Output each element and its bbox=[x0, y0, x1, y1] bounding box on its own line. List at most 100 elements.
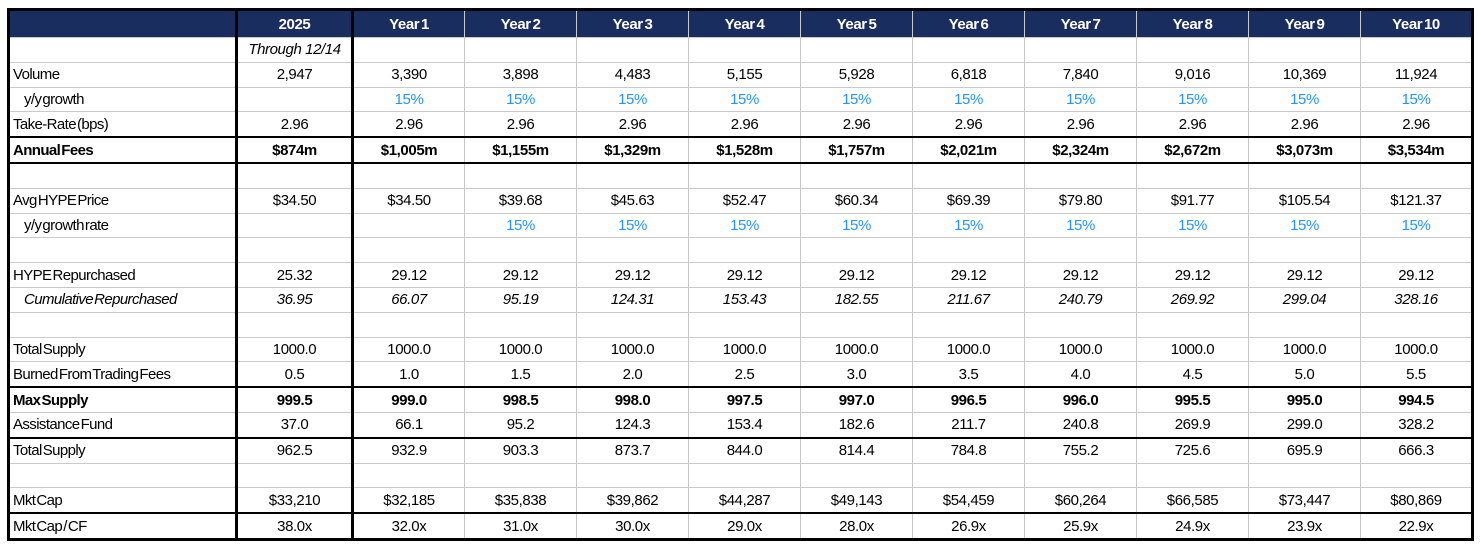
table-cell bbox=[800, 237, 913, 264]
table-cell: 15% bbox=[688, 86, 801, 113]
table-cell: 5,155 bbox=[688, 61, 801, 88]
table-cell: 1000.0 bbox=[1360, 336, 1473, 363]
row-label bbox=[8, 162, 237, 189]
table-cell: 240.8 bbox=[1024, 411, 1137, 439]
table-row: Volume 2,947 3,390 3,898 4,483 5,155 5,928 6,81… bbox=[8, 61, 1473, 88]
table-cell: $49,143 bbox=[800, 487, 913, 515]
table-cell: 15% bbox=[1136, 212, 1249, 239]
table-cell bbox=[1360, 237, 1473, 264]
table-cell: 755.2 bbox=[1024, 437, 1137, 464]
column-header: Year 9 bbox=[1248, 9, 1361, 38]
table-cell: 1000.0 bbox=[912, 336, 1025, 363]
table-cell: 25.32 bbox=[235, 262, 354, 288]
table-cell: 15% bbox=[1248, 212, 1361, 239]
table-cell: 182.55 bbox=[800, 286, 913, 313]
table-cell: 29.12 bbox=[1360, 262, 1473, 288]
column-header: Year 4 bbox=[688, 9, 801, 38]
table-cell bbox=[1024, 462, 1137, 489]
table-cell: $54,459 bbox=[912, 487, 1025, 515]
table-cell: 0.5 bbox=[235, 361, 354, 388]
table-cell: 5,928 bbox=[800, 61, 913, 88]
table-row: Total Supply 1000.0 1000.0 1000.0 1000.0 1000… bbox=[8, 336, 1473, 363]
table-row: Avg HYPE Price $34.50 $34.50 $39.68 $45.63 $5… bbox=[8, 187, 1473, 214]
row-label: HYPE Repurchased bbox=[8, 262, 237, 288]
table-cell: 1000.0 bbox=[800, 336, 913, 363]
table-cell: 10,369 bbox=[1248, 61, 1361, 88]
table-cell bbox=[1136, 37, 1249, 63]
table-cell: 844.0 bbox=[688, 437, 801, 464]
table-cell: 124.31 bbox=[576, 286, 689, 313]
row-label: Max Supply bbox=[8, 386, 237, 413]
table-cell: 66.07 bbox=[352, 286, 465, 313]
table-cell: 2.96 bbox=[1248, 111, 1361, 138]
table-row: HYPE Repurchased 25.32 29.12 29.12 29.12 29.1… bbox=[8, 262, 1473, 288]
table-cell: 1000.0 bbox=[1136, 336, 1249, 363]
table-cell bbox=[235, 462, 354, 489]
table-cell bbox=[688, 237, 801, 264]
table-cell: 15% bbox=[912, 86, 1025, 113]
row-label: Assistance Fund bbox=[8, 411, 237, 439]
table-cell: 2.96 bbox=[912, 111, 1025, 138]
table-cell: $105.54 bbox=[1248, 187, 1361, 214]
table-cell: 3,390 bbox=[352, 61, 465, 88]
table-cell: $35,838 bbox=[464, 487, 577, 515]
table-cell: 95.2 bbox=[464, 411, 577, 439]
row-label: Burned From Trading Fees bbox=[8, 361, 237, 388]
table-cell: 211.67 bbox=[912, 286, 1025, 313]
spacer-row bbox=[8, 462, 1473, 489]
table-row: Total Supply 962.5 932.9 903.3 873.7 844.0 814… bbox=[8, 437, 1473, 464]
table-cell: $79.80 bbox=[1024, 187, 1137, 214]
table-cell bbox=[1248, 37, 1361, 63]
row-label: Mkt Cap / CF bbox=[8, 512, 237, 540]
table-cell bbox=[464, 162, 577, 189]
table-cell bbox=[235, 237, 354, 264]
table-cell: 1000.0 bbox=[235, 336, 354, 363]
row-label bbox=[8, 462, 237, 489]
table-cell: 32.0x bbox=[352, 512, 465, 540]
table-cell: 15% bbox=[688, 212, 801, 239]
table-cell: $66,585 bbox=[1136, 487, 1249, 515]
table-cell: $32,185 bbox=[352, 487, 465, 515]
table-cell: 9,016 bbox=[1136, 61, 1249, 88]
table-cell: 15% bbox=[576, 212, 689, 239]
table-cell: 211.7 bbox=[912, 411, 1025, 439]
table-cell bbox=[464, 311, 577, 338]
table-cell bbox=[800, 462, 913, 489]
table-cell: 997.5 bbox=[688, 386, 801, 413]
table-row: Mkt Cap / CF 38.0x 32.0x 31.0x 30.0x 29.0x 28.… bbox=[8, 512, 1473, 540]
column-header: Year 10 bbox=[1360, 9, 1473, 38]
table-cell: 29.12 bbox=[912, 262, 1025, 288]
table-header: 2025 Year 1 Year 2 Year 3 Year 4 Year 5 Year 6… bbox=[8, 9, 1473, 38]
table-cell bbox=[1360, 311, 1473, 338]
table-cell: 996.0 bbox=[1024, 386, 1137, 413]
table-cell: 15% bbox=[576, 86, 689, 113]
table-cell bbox=[352, 311, 465, 338]
table-cell bbox=[1024, 311, 1137, 338]
table-cell: 15% bbox=[464, 212, 577, 239]
column-header: Year 3 bbox=[576, 9, 689, 38]
table-cell bbox=[576, 311, 689, 338]
table-cell: 997.0 bbox=[800, 386, 913, 413]
table-cell: 666.3 bbox=[1360, 437, 1473, 464]
table-cell bbox=[1248, 237, 1361, 264]
table-cell: 932.9 bbox=[352, 437, 465, 464]
column-header: Year 8 bbox=[1136, 9, 1249, 38]
table-cell: 873.7 bbox=[576, 437, 689, 464]
spacer-row bbox=[8, 237, 1473, 264]
table-cell bbox=[1136, 311, 1249, 338]
table-cell bbox=[688, 37, 801, 63]
table-cell: 29.12 bbox=[688, 262, 801, 288]
table-cell bbox=[235, 86, 354, 113]
table-cell: 3.0 bbox=[800, 361, 913, 388]
table-cell: 2.96 bbox=[1360, 111, 1473, 138]
table-cell: 36.95 bbox=[235, 286, 354, 313]
table-cell bbox=[464, 37, 577, 63]
table-cell bbox=[1248, 162, 1361, 189]
table-cell bbox=[1360, 462, 1473, 489]
table-cell: 814.4 bbox=[800, 437, 913, 464]
financial-projection-table: 2025 Year 1 Year 2 Year 3 Year 4 Year 5 Year 6… bbox=[7, 8, 1474, 541]
table-row: Max Supply 999.5 999.0 998.5 998.0 997.5 997.0… bbox=[8, 386, 1473, 413]
table-cell bbox=[352, 162, 465, 189]
table-cell: 2,947 bbox=[235, 61, 354, 88]
